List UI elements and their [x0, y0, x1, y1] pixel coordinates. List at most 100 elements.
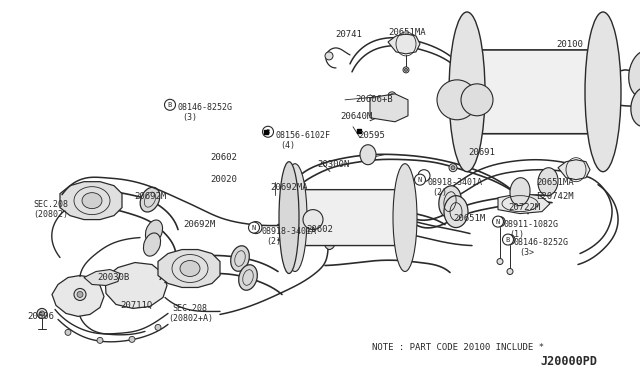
Polygon shape: [105, 263, 167, 308]
Text: SEC.208: SEC.208: [33, 200, 68, 209]
Text: B: B: [506, 237, 510, 243]
Text: 20602: 20602: [306, 225, 333, 234]
Circle shape: [497, 259, 503, 264]
Circle shape: [415, 174, 426, 185]
Circle shape: [507, 269, 513, 275]
Circle shape: [404, 68, 408, 71]
Polygon shape: [84, 269, 120, 285]
FancyBboxPatch shape: [292, 190, 408, 246]
Text: 20606: 20606: [27, 312, 54, 321]
Text: (1): (1): [509, 230, 524, 238]
Ellipse shape: [324, 230, 336, 250]
Text: 20711Q: 20711Q: [120, 301, 152, 311]
Circle shape: [97, 337, 103, 343]
Text: 08911-1082G: 08911-1082G: [504, 219, 559, 229]
Text: 20602: 20602: [210, 153, 237, 162]
Ellipse shape: [279, 162, 299, 273]
Text: (20802+A): (20802+A): [168, 314, 213, 323]
Circle shape: [502, 234, 513, 245]
Text: E20742M: E20742M: [536, 192, 573, 201]
Ellipse shape: [538, 168, 558, 196]
Polygon shape: [52, 276, 104, 317]
FancyBboxPatch shape: [459, 50, 611, 134]
Polygon shape: [388, 34, 420, 54]
Text: (3): (3): [182, 113, 197, 122]
Ellipse shape: [437, 80, 477, 120]
Circle shape: [508, 237, 513, 242]
Ellipse shape: [585, 12, 621, 172]
Ellipse shape: [360, 145, 376, 165]
Text: (3>: (3>: [519, 247, 534, 257]
Text: 20606+B: 20606+B: [355, 95, 392, 104]
Text: B: B: [168, 102, 172, 108]
Circle shape: [390, 94, 394, 98]
Circle shape: [449, 164, 457, 172]
Text: SEC.208: SEC.208: [172, 304, 207, 314]
Circle shape: [65, 329, 71, 336]
Circle shape: [493, 216, 504, 227]
Text: 20020: 20020: [210, 175, 237, 184]
Ellipse shape: [628, 50, 640, 97]
Circle shape: [497, 219, 502, 224]
Ellipse shape: [439, 186, 461, 218]
Polygon shape: [370, 94, 408, 122]
Circle shape: [77, 292, 83, 298]
Polygon shape: [60, 182, 122, 219]
Text: (2): (2): [432, 187, 447, 197]
Ellipse shape: [510, 178, 530, 206]
Text: 20030B: 20030B: [97, 273, 129, 282]
Circle shape: [325, 52, 333, 60]
Text: 8: 8: [266, 129, 270, 135]
Polygon shape: [558, 160, 590, 180]
Ellipse shape: [303, 209, 323, 230]
Circle shape: [164, 99, 175, 110]
Text: NOTE : PART CODE 20100 INCLUDE *: NOTE : PART CODE 20100 INCLUDE *: [372, 343, 544, 352]
Polygon shape: [498, 194, 550, 214]
Text: (4): (4): [280, 141, 295, 150]
Text: J20000PD: J20000PD: [540, 355, 597, 368]
Circle shape: [262, 126, 273, 137]
Text: 20651MA: 20651MA: [536, 178, 573, 187]
Circle shape: [403, 67, 409, 73]
Text: 20640M: 20640M: [340, 112, 372, 121]
Circle shape: [505, 235, 515, 244]
Ellipse shape: [82, 193, 102, 209]
Text: 20722M: 20722M: [508, 203, 540, 212]
Circle shape: [248, 222, 259, 233]
Circle shape: [38, 310, 46, 317]
Text: 08146-8252G: 08146-8252G: [514, 238, 569, 247]
Circle shape: [451, 166, 455, 170]
Ellipse shape: [239, 265, 257, 290]
Text: 08146-8252G: 08146-8252G: [177, 103, 232, 112]
Circle shape: [495, 217, 505, 227]
Text: 20300N: 20300N: [317, 160, 349, 169]
Ellipse shape: [324, 210, 336, 230]
Circle shape: [418, 170, 430, 182]
Polygon shape: [158, 250, 220, 288]
Ellipse shape: [449, 12, 485, 172]
Text: (2): (2): [266, 237, 281, 246]
Text: (20802): (20802): [33, 209, 68, 219]
Circle shape: [40, 311, 45, 316]
Ellipse shape: [283, 164, 307, 272]
Circle shape: [250, 222, 262, 234]
Circle shape: [155, 324, 161, 330]
Text: 20100: 20100: [556, 40, 583, 49]
Text: 08918-3401A: 08918-3401A: [261, 227, 316, 235]
Ellipse shape: [286, 232, 298, 253]
Circle shape: [74, 288, 86, 301]
Ellipse shape: [631, 87, 640, 127]
Text: 20692M: 20692M: [134, 192, 166, 201]
Text: 20651M: 20651M: [453, 214, 485, 222]
Text: N: N: [252, 225, 256, 231]
Text: N: N: [418, 177, 422, 183]
Ellipse shape: [461, 84, 493, 116]
Text: 08918-3401A: 08918-3401A: [427, 178, 482, 187]
Ellipse shape: [286, 218, 298, 238]
Text: 20691: 20691: [468, 148, 495, 157]
Text: 20692M: 20692M: [183, 219, 215, 229]
Ellipse shape: [444, 196, 468, 228]
Ellipse shape: [140, 187, 160, 212]
Circle shape: [388, 92, 396, 100]
Ellipse shape: [143, 233, 161, 256]
